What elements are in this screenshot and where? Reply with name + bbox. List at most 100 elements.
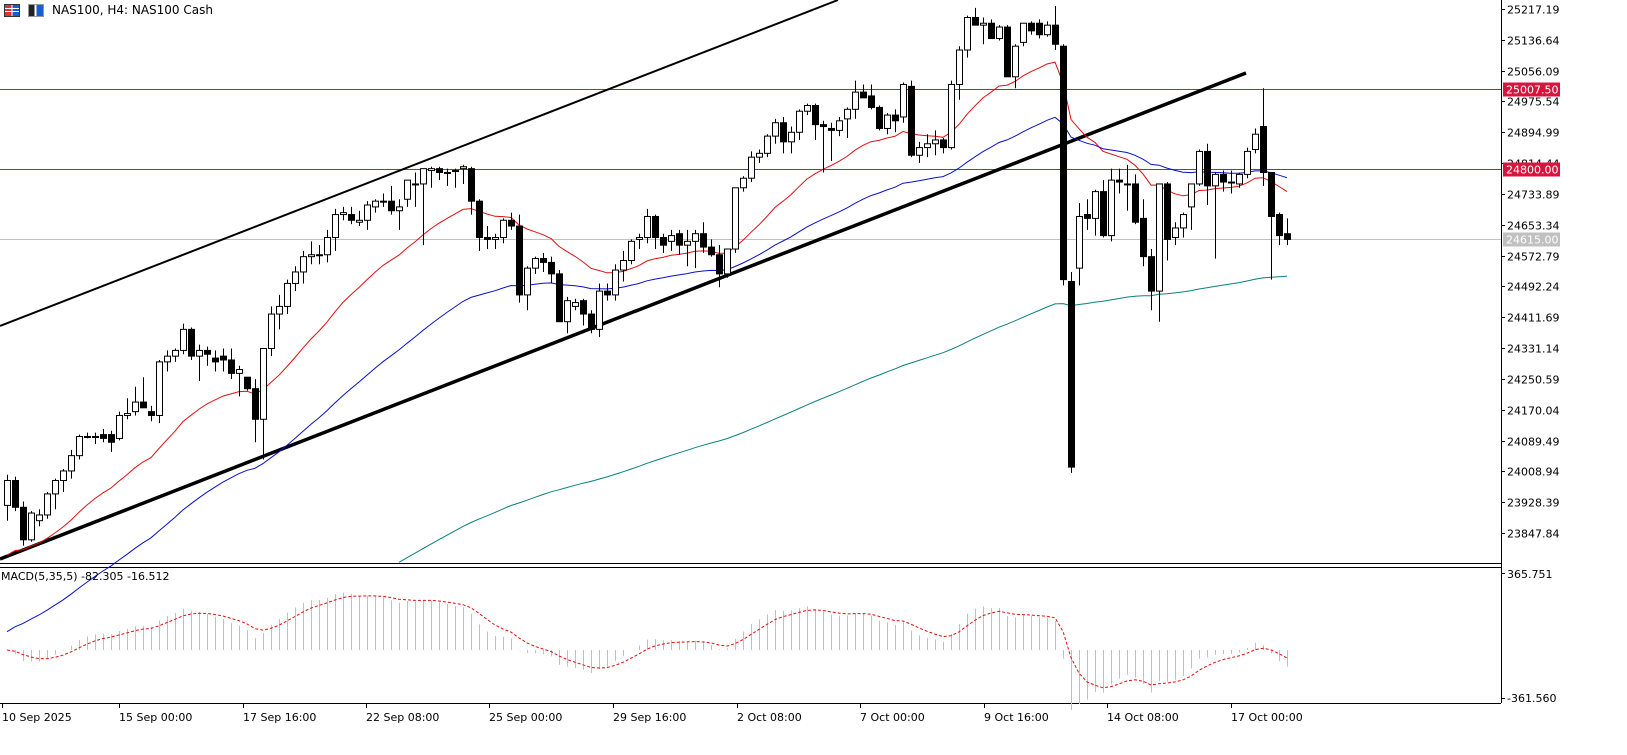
bull-candle <box>1044 21 1051 37</box>
bull-candle <box>636 233 643 250</box>
lower-trendline[interactable] <box>0 71 1247 561</box>
trendlines[interactable] <box>0 0 1247 561</box>
bear-candle <box>140 377 147 409</box>
bull-candle <box>964 15 971 58</box>
bull-candle <box>732 187 739 253</box>
bull-candle <box>164 350 171 372</box>
bull-candle <box>28 511 35 542</box>
bull-candle <box>796 109 803 140</box>
bear-candle <box>892 109 899 133</box>
bear-candle <box>604 283 611 301</box>
price-label-badge <box>1503 162 1560 177</box>
bull-candle <box>332 208 339 251</box>
macd-label: MACD(5,35,5) -82.305 -16.512 <box>1 570 169 583</box>
bear-candle <box>988 19 995 40</box>
bear-candle <box>708 239 715 257</box>
bull-candle <box>396 199 403 230</box>
bear-candle <box>812 103 819 140</box>
bull-candle <box>1252 128 1259 154</box>
price-axis-ticks: 25217.19 25136.64 25056.09 24975.54 24894.99… <box>1501 4 1560 541</box>
bear-candle <box>1164 182 1171 261</box>
bull-candle <box>916 141 923 163</box>
price-tick-label: 25136.64 <box>1507 35 1560 48</box>
bear-candle <box>676 229 683 255</box>
bull-candle <box>844 107 851 139</box>
bull-candle <box>852 80 859 119</box>
bull-candle <box>900 82 907 123</box>
time-tick-label: 7 Oct 00:00 <box>860 711 925 724</box>
upper-channel-line[interactable] <box>0 0 839 327</box>
bull-candle <box>748 151 755 183</box>
bear-candle <box>1140 199 1147 267</box>
bull-candle <box>500 218 507 244</box>
bear-candle <box>12 476 19 512</box>
macd-scale-min: -361.560 <box>1507 692 1556 705</box>
bull-candle <box>268 306 275 357</box>
bear-candle <box>228 348 235 380</box>
price-label-text: 25007.50 <box>1506 84 1559 97</box>
bear-candle <box>868 84 875 110</box>
bull-candle <box>44 491 51 519</box>
bull-candle <box>236 365 243 397</box>
bull-candle <box>428 166 435 188</box>
bull-candle <box>956 46 963 100</box>
bear-candle <box>972 7 979 26</box>
bull-candle <box>1188 183 1195 230</box>
bear-candle <box>700 222 707 253</box>
bull-candle <box>116 411 123 441</box>
bear-candle <box>1052 6 1059 51</box>
bear-candle <box>1220 170 1227 192</box>
market-watch-icon[interactable] <box>4 3 20 17</box>
bear-candle <box>212 350 219 372</box>
bull-candle <box>1212 172 1219 259</box>
bull-candle <box>84 432 91 439</box>
bull-candle <box>180 323 187 355</box>
price-tick-label: 24170.04 <box>1507 405 1560 418</box>
bull-candle <box>612 264 619 301</box>
bull-candle <box>1076 203 1083 286</box>
bear-candle <box>652 214 659 250</box>
bear-candle <box>1276 212 1283 246</box>
macd-scale-max: 365.751 <box>1507 568 1553 581</box>
price-tick-label: 23847.84 <box>1507 528 1560 541</box>
ma-fast-line <box>6 61 1288 556</box>
bull-candle <box>1012 44 1019 89</box>
bear-candle <box>436 166 443 181</box>
bull-candle <box>884 113 891 135</box>
bear-candle <box>516 214 523 303</box>
bull-candle <box>52 478 59 510</box>
bull-candle <box>1020 22 1027 47</box>
price-tick-label: 24331.14 <box>1507 343 1560 356</box>
time-tick-label: 10 Sep 2025 <box>2 711 72 724</box>
bull-candle <box>1092 189 1099 236</box>
chart-bar-icon[interactable] <box>28 3 44 17</box>
bull-candle <box>596 283 603 338</box>
bull-candle <box>196 344 203 382</box>
bull-candle <box>1196 149 1203 186</box>
bear-candle <box>388 185 395 215</box>
bull-candle <box>292 266 299 292</box>
time-tick-label: 9 Oct 16:00 <box>984 711 1049 724</box>
bull-candle <box>572 298 579 311</box>
bear-candle <box>1084 199 1091 230</box>
bear-candle <box>1116 168 1123 194</box>
bull-candle <box>156 359 163 424</box>
bull-candle <box>980 17 987 45</box>
bear-candle <box>484 226 491 250</box>
bull-candle <box>1108 168 1115 242</box>
bull-candle <box>276 294 283 330</box>
time-tick-label: 22 Sep 08:00 <box>366 711 439 724</box>
bear-candle <box>580 298 587 326</box>
bull-candle <box>684 229 691 267</box>
price-label-text: 24615.00 <box>1506 234 1559 247</box>
bear-candle <box>252 379 259 443</box>
bear-candle <box>348 206 355 225</box>
bear-candle <box>148 405 155 422</box>
bear-candle <box>20 501 27 546</box>
bull-candle <box>412 172 419 207</box>
bull-candle <box>772 118 779 144</box>
bear-candle <box>508 212 515 230</box>
bull-candle <box>420 168 427 246</box>
